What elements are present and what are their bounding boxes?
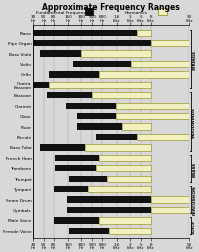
Bar — [116, 114, 189, 120]
Bar — [137, 30, 151, 37]
Bar — [116, 103, 189, 109]
Bar — [33, 41, 151, 47]
Bar — [66, 103, 116, 109]
FancyBboxPatch shape — [85, 9, 93, 16]
Bar — [107, 176, 151, 182]
Bar — [33, 30, 137, 37]
Bar — [49, 82, 151, 89]
Bar — [137, 134, 189, 141]
Bar — [122, 124, 151, 130]
Bar — [67, 197, 151, 203]
Bar — [96, 134, 137, 141]
Bar — [99, 72, 189, 78]
Bar — [85, 145, 151, 151]
Bar — [151, 41, 189, 47]
Bar — [151, 207, 189, 213]
Bar — [55, 155, 99, 161]
Text: BRASS: BRASS — [192, 161, 196, 176]
Text: VOICE: VOICE — [192, 219, 196, 233]
Bar — [82, 51, 151, 57]
Bar — [67, 207, 151, 213]
Bar — [54, 217, 99, 224]
Bar — [54, 186, 88, 193]
Bar — [72, 62, 131, 68]
Text: PERCUSSION: PERCUSSION — [192, 185, 196, 214]
Bar — [69, 176, 107, 182]
Bar — [151, 197, 189, 203]
Text: Fundamental Frequencies: Fundamental Frequencies — [36, 11, 92, 15]
Bar — [69, 228, 109, 234]
Text: WOODWINDS: WOODWINDS — [192, 107, 196, 137]
Bar — [55, 166, 96, 172]
Bar — [40, 145, 85, 151]
Bar — [96, 166, 151, 172]
Bar — [109, 228, 151, 234]
Bar — [77, 114, 116, 120]
Bar — [47, 93, 92, 99]
Bar — [49, 72, 99, 78]
Bar — [88, 186, 151, 193]
Bar — [40, 51, 82, 57]
FancyBboxPatch shape — [158, 9, 167, 16]
Text: STRINGS: STRINGS — [192, 50, 196, 70]
Bar — [131, 62, 189, 68]
Bar — [92, 93, 151, 99]
Title: Approximate Frequency Ranges: Approximate Frequency Ranges — [42, 3, 180, 12]
Bar — [99, 155, 151, 161]
Text: Harmonics: Harmonics — [125, 11, 148, 15]
Bar — [99, 217, 151, 224]
Bar — [77, 124, 122, 130]
Bar — [33, 82, 49, 89]
